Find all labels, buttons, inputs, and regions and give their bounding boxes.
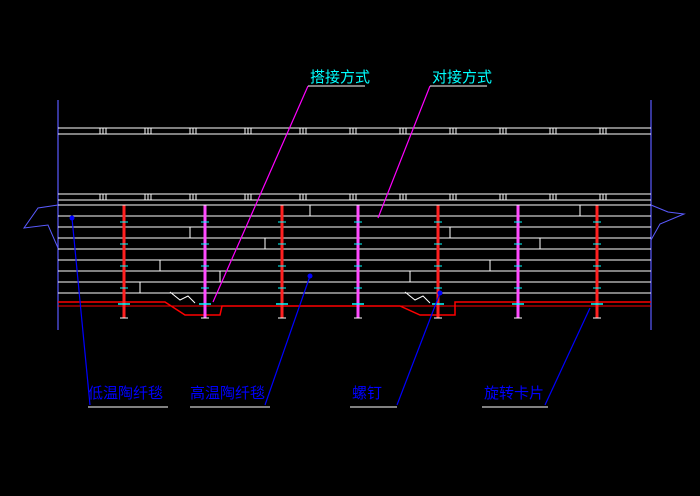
label-low-temp-blanket: 低温陶纤毯 [88,384,163,402]
anchor-bolt [276,204,288,319]
leader-clip [544,307,591,406]
leader-overlap [212,85,309,303]
leader-bolt [396,292,441,406]
blanket-joints [139,205,581,293]
anchor-bolt [199,204,211,319]
blanket-layers [58,204,651,294]
left-break-line [22,204,59,249]
leader-butt [377,85,431,219]
upper-rail [58,193,651,201]
leader-low-temp [71,217,91,406]
dot-bolt [437,290,443,296]
dip-hatch-left [169,291,196,304]
anchor-bolt [352,204,364,319]
right-break-line [650,204,686,241]
label-high-temp-blanket: 高温陶纤毯 [190,384,265,402]
label-rotating-clip: 旋转卡片 [484,384,544,402]
rail-ticks [99,128,607,200]
label-bolt: 螺钉 [352,384,382,402]
top-rail [58,127,651,135]
dot-high-temp [307,273,313,279]
anchor-bolt [118,204,130,319]
dip-hatch-right [404,291,431,304]
label-overlap-method: 搭接方式 [310,68,370,86]
anchor-bolt [591,204,603,319]
label-butt-method: 对接方式 [432,68,492,86]
anchor-bolt [512,204,524,319]
leader-high-temp [264,275,311,406]
dot-low-temp [69,215,75,221]
